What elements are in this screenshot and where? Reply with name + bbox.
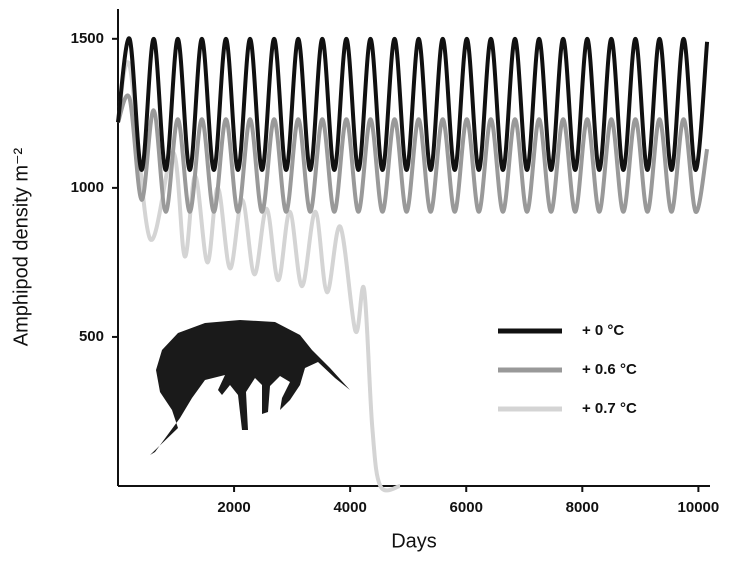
- legend-label: + 0 °C: [582, 322, 624, 339]
- x-tick-label: 2000: [217, 499, 250, 516]
- y-tick-label: 1000: [71, 179, 104, 196]
- data-line: [116, 36, 710, 172]
- y-tick-label: 1500: [71, 30, 104, 47]
- legend-label: + 0.6 °C: [582, 361, 637, 378]
- x-tick-label: 4000: [333, 499, 366, 516]
- data-line: [116, 93, 710, 214]
- legend-label: + 0.7 °C: [582, 400, 637, 417]
- y-tick-label: 500: [79, 328, 104, 345]
- x-axis-label: Days: [391, 530, 437, 552]
- data-line: [116, 60, 401, 493]
- x-tick-label: 8000: [566, 499, 599, 516]
- amphipod-silhouette: [150, 320, 350, 455]
- x-tick-label: 6000: [450, 499, 483, 516]
- x-tick-label: 10000: [678, 499, 720, 516]
- y-axis-label: Amphipod density m⁻²: [10, 147, 32, 346]
